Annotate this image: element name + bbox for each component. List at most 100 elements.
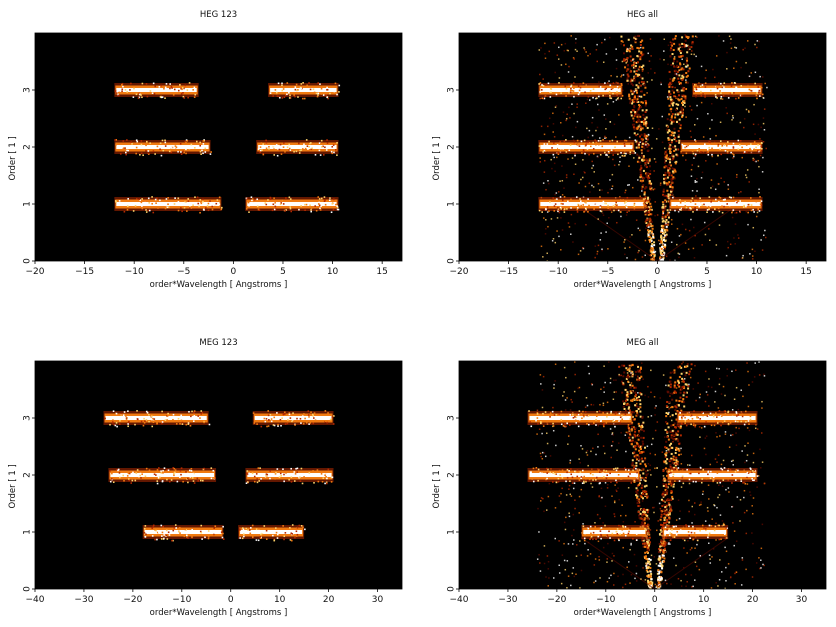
band-speckle xyxy=(714,525,717,528)
cone-pixel xyxy=(647,174,650,177)
cone-pixel xyxy=(647,176,650,179)
band-speckle xyxy=(151,531,154,533)
background-hit xyxy=(607,542,609,545)
cone-pixel xyxy=(634,444,637,447)
x-tick-label: −5 xyxy=(601,267,614,277)
band-speckle xyxy=(584,207,587,210)
heatmap-marks xyxy=(103,410,335,542)
band-speckle xyxy=(566,208,568,210)
band-speckle xyxy=(720,82,722,85)
band-speckle xyxy=(128,478,130,480)
background-hit xyxy=(548,117,551,120)
background-hit xyxy=(629,153,631,155)
band-speckle xyxy=(171,87,173,89)
background-hit xyxy=(751,532,753,534)
band-speckle xyxy=(580,477,582,480)
cone-pixel xyxy=(631,99,634,102)
band-speckle xyxy=(159,148,161,151)
background-hit xyxy=(600,388,602,390)
band-speckle xyxy=(611,532,614,535)
band-speckle xyxy=(609,140,611,142)
cone-pixel xyxy=(670,122,673,125)
cone-pixel xyxy=(664,177,667,180)
band-speckle xyxy=(708,146,710,149)
cone-pixel xyxy=(639,392,642,395)
band-speckle xyxy=(160,84,163,87)
background-hit xyxy=(613,500,616,502)
background-hit xyxy=(704,437,707,439)
band-speckle xyxy=(322,154,325,156)
cone-pixel xyxy=(663,252,666,255)
band-speckle xyxy=(277,423,279,426)
band-speckle xyxy=(589,90,592,92)
band-speckle xyxy=(718,149,720,152)
y-tick-label: 2 xyxy=(23,144,33,150)
cone-pixel xyxy=(637,438,640,441)
background-hit xyxy=(754,43,756,46)
background-hit xyxy=(697,382,699,384)
cone-pixel xyxy=(668,129,671,132)
cone-pixel xyxy=(649,186,652,189)
background-hit xyxy=(691,586,693,588)
cone-pixel xyxy=(668,155,671,158)
cone-pixel xyxy=(637,85,640,88)
cone-pixel xyxy=(645,120,648,123)
cone-pixel xyxy=(668,460,671,463)
band-speckle xyxy=(187,423,190,425)
band-speckle xyxy=(576,469,579,472)
background-hit xyxy=(761,461,764,463)
band-speckle xyxy=(564,145,567,148)
background-hit xyxy=(714,401,716,403)
background-hit xyxy=(545,228,547,230)
cone-pixel xyxy=(634,67,637,70)
band-speckle xyxy=(197,415,200,417)
background-hit xyxy=(696,543,698,546)
background-hit xyxy=(696,104,698,107)
band-speckle xyxy=(309,204,311,207)
band-speckle xyxy=(569,89,572,92)
background-hit xyxy=(540,383,542,385)
band-speckle xyxy=(755,94,758,97)
background-hit xyxy=(677,136,680,138)
cone-pixel xyxy=(664,158,667,161)
band-speckle xyxy=(196,196,199,199)
band-speckle xyxy=(154,198,157,201)
band-speckle xyxy=(191,410,193,413)
band-speckle xyxy=(717,207,720,210)
background-hit xyxy=(689,464,691,466)
band-speckle xyxy=(718,210,721,213)
cone-pixel xyxy=(632,452,635,455)
cone-pixel xyxy=(683,391,686,394)
background-hit xyxy=(650,443,653,446)
band-speckle xyxy=(675,534,678,536)
band-speckle xyxy=(170,151,173,154)
background-hit xyxy=(597,218,599,220)
y-tick-label: 0 xyxy=(23,258,33,264)
band-speckle xyxy=(643,198,645,201)
cone-pixel xyxy=(664,201,667,204)
cone-pixel xyxy=(629,70,632,73)
band-speckle xyxy=(283,142,285,144)
band-speckle xyxy=(192,204,194,207)
background-hit xyxy=(650,554,653,557)
band-speckle xyxy=(555,481,558,484)
band-speckle xyxy=(274,205,277,208)
band-speckle xyxy=(193,86,196,89)
background-hit xyxy=(764,236,767,239)
cone-pixel xyxy=(672,60,675,63)
band-speckle xyxy=(145,533,147,536)
cone-pixel xyxy=(667,412,670,415)
cone-pixel xyxy=(680,372,683,375)
cone-pixel xyxy=(639,425,642,428)
background-hit xyxy=(609,97,611,99)
cone-pixel xyxy=(685,365,688,368)
cone-pixel xyxy=(674,113,677,116)
background-hit xyxy=(760,559,762,561)
background-hit xyxy=(580,554,583,556)
cone-pixel xyxy=(686,51,689,54)
background-hit xyxy=(602,522,604,524)
band-speckle xyxy=(757,144,759,146)
cone-pixel xyxy=(675,103,678,106)
band-speckle xyxy=(275,471,277,474)
cone-pixel xyxy=(645,222,648,225)
